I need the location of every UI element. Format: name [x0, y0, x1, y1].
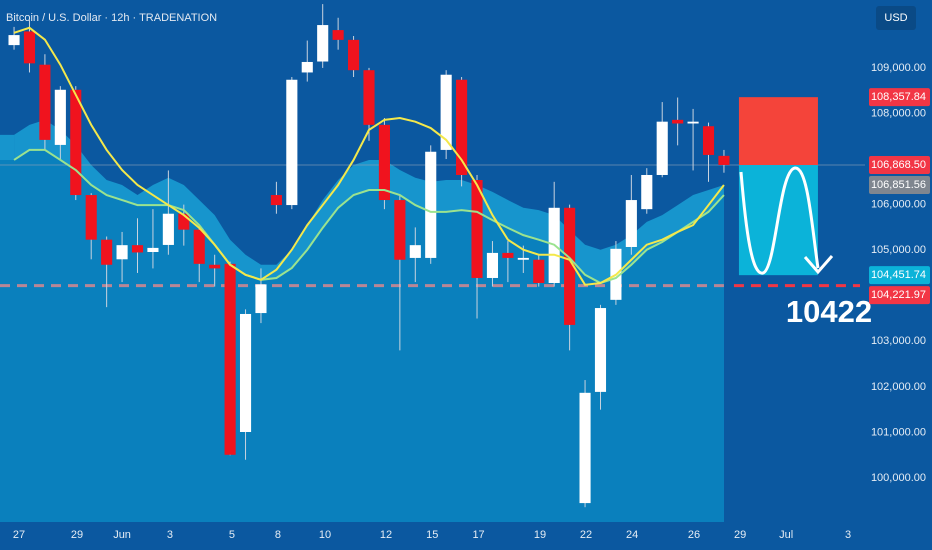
- candle-body: [363, 70, 375, 125]
- candle-body: [116, 245, 128, 260]
- y-tick-label: 101,000.00: [871, 426, 926, 438]
- candle-body: [101, 239, 113, 265]
- x-tick-label: 8: [275, 529, 281, 541]
- x-tick-label: 17: [472, 529, 484, 541]
- candle-body: [301, 61, 313, 73]
- price-tag-label: 104,451.74: [871, 269, 926, 281]
- x-tick-label: 27: [13, 529, 25, 541]
- price-tag-label: 104,221.97: [871, 289, 926, 301]
- candle-body: [533, 259, 545, 283]
- price-tag: [869, 176, 930, 195]
- candle-body: [317, 25, 329, 62]
- lower-area-edge: [0, 159, 15, 522]
- currency-button[interactable]: [876, 6, 916, 30]
- y-tick-label: 100,000.00: [871, 472, 926, 484]
- candle-body: [270, 195, 282, 206]
- y-tick-label: 108,000.00: [871, 107, 926, 119]
- candle-body: [147, 247, 159, 252]
- price-tag-label: 106,851.56: [871, 179, 926, 191]
- candle-body: [286, 79, 298, 206]
- y-tick-label: 102,000.00: [871, 381, 926, 393]
- candle-body: [440, 74, 452, 150]
- candle-body: [54, 89, 66, 145]
- price-tag: [869, 266, 930, 285]
- indicator-line: [13, 26, 725, 286]
- candle-body: [625, 200, 637, 247]
- candle-body: [471, 180, 483, 278]
- stop-zone: [738, 97, 818, 166]
- candle-body: [70, 89, 82, 196]
- price-tag-label: 108,357.84: [871, 91, 926, 103]
- x-tick-label: 3: [845, 529, 851, 541]
- candle-body: [702, 126, 715, 155]
- candle-body: [579, 392, 591, 504]
- candle-body: [39, 64, 51, 140]
- candle-body: [162, 213, 174, 245]
- axes: 109,000.00 108,000.00 106,000.00 105,000.00…: [13, 62, 930, 541]
- y-tick-label: 105,000.00: [871, 244, 926, 256]
- candle-body: [85, 195, 97, 240]
- candle-body: [656, 121, 668, 175]
- candle-body: [641, 174, 653, 210]
- x-tick-label: 19: [534, 529, 546, 541]
- price-tag: [869, 88, 930, 107]
- x-tick-label: 29: [734, 529, 746, 541]
- candle-body: [425, 151, 437, 258]
- candle-body: [502, 252, 514, 258]
- candle-body: [209, 264, 221, 269]
- candle-body: [332, 30, 344, 40]
- x-tick-label: Jul: [779, 529, 793, 541]
- x-tick-label: 5: [229, 529, 235, 541]
- x-tick-label: 15: [426, 529, 438, 541]
- candle-body: [131, 245, 144, 253]
- candle-body: [409, 245, 421, 258]
- candle-body: [348, 39, 360, 71]
- candle-body: [193, 229, 205, 264]
- candle-body: [456, 79, 468, 175]
- candle-body: [378, 124, 390, 201]
- candle-body: [517, 257, 529, 260]
- candle-body: [224, 263, 236, 455]
- candle-body: [239, 313, 252, 432]
- price-tag-label: 106,868.50: [871, 159, 926, 171]
- x-tick-label: 12: [380, 529, 392, 541]
- x-tick-label: 24: [626, 529, 638, 541]
- x-tick-label: 26: [688, 529, 700, 541]
- indicators: [13, 26, 725, 286]
- x-tick-label: 3: [167, 529, 173, 541]
- currency-label[interactable]: USD: [884, 12, 907, 24]
- x-tick-label: 10: [319, 529, 331, 541]
- x-tick-label: Jun: [113, 529, 131, 541]
- candle-body: [594, 308, 607, 392]
- candle-body: [672, 119, 684, 124]
- candle-body: [564, 207, 576, 325]
- y-tick-label: 109,000.00: [871, 62, 926, 74]
- x-tick-label: 22: [580, 529, 592, 541]
- annotation: 10422: [786, 294, 872, 329]
- candle-body: [178, 213, 190, 230]
- price-tag: [869, 286, 930, 305]
- y-tick-label: 106,000.00: [871, 199, 926, 211]
- forecast-arrow: [803, 255, 834, 275]
- chart-title: Bitcoin / U.S. Dollar · 12h · TRADENATIO…: [6, 12, 217, 24]
- y-tick-label: 103,000.00: [871, 335, 926, 347]
- x-tick-label: 29: [71, 529, 83, 541]
- candle-body: [255, 284, 267, 314]
- candle-body: [23, 31, 36, 64]
- candle-body: [687, 121, 699, 124]
- candle-body: [718, 155, 730, 165]
- forecast-curve: [739, 166, 820, 275]
- price-tag: [869, 156, 930, 175]
- candle-body: [394, 200, 406, 260]
- candle-body: [8, 35, 20, 46]
- candle-body: [486, 252, 499, 278]
